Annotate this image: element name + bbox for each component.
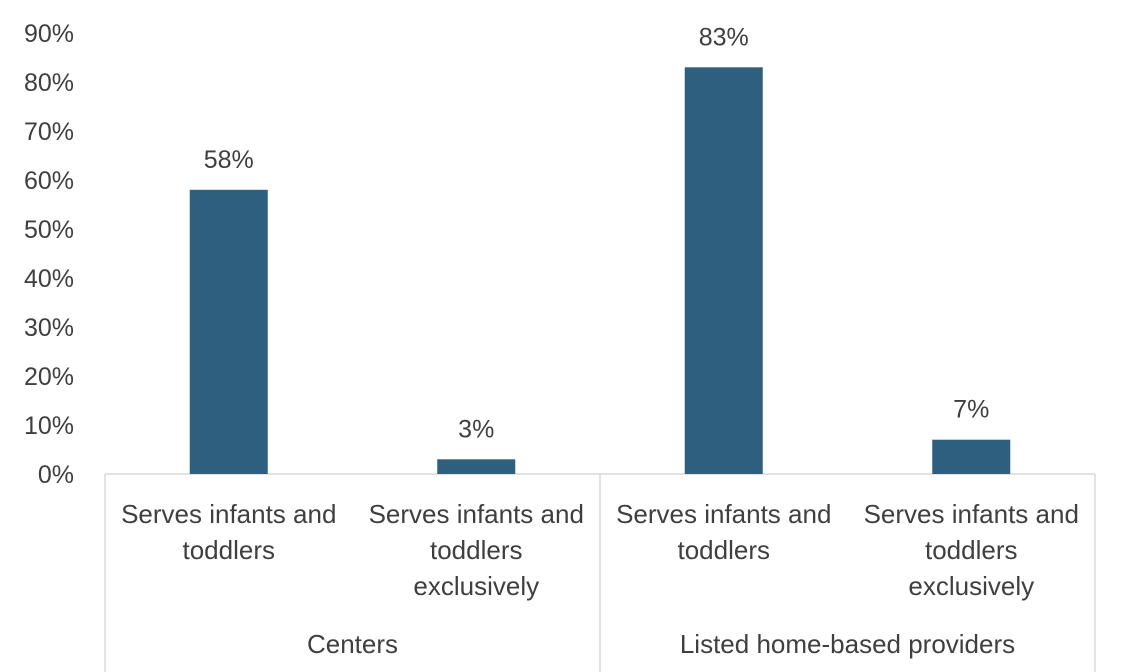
y-tick-label: 90%: [24, 20, 74, 48]
category-label: Serves infants and: [121, 499, 336, 529]
y-axis: 0% 10% 20% 30% 40% 50% 60% 70% 80% 90%: [24, 20, 74, 489]
category-label: Serves infants and: [616, 499, 831, 529]
y-tick-label: 40%: [24, 265, 74, 293]
bar: [684, 67, 763, 475]
group-label: Centers: [307, 629, 398, 659]
category-axis-frame: [104, 473, 1096, 672]
category-label: exclusively: [413, 571, 539, 601]
y-tick-label: 30%: [24, 314, 74, 342]
group-label: Listed home-based providers: [680, 629, 1015, 659]
bar: [437, 459, 516, 474]
y-tick-label: 70%: [24, 118, 74, 146]
data-labels: 58% 3% 83% 7%: [204, 23, 990, 443]
y-tick-label: 20%: [24, 363, 74, 391]
bar: [932, 439, 1011, 474]
data-label: 58%: [204, 146, 254, 174]
category-label: toddlers: [430, 535, 523, 565]
category-label: toddlers: [678, 535, 771, 565]
y-tick-label: 10%: [24, 412, 74, 440]
data-label: 83%: [699, 23, 749, 51]
bars: [189, 67, 1011, 475]
y-tick-label: 50%: [24, 216, 74, 244]
y-tick-label: 60%: [24, 167, 74, 195]
y-tick-label: 0%: [38, 461, 74, 489]
data-label: 7%: [953, 396, 989, 424]
data-label: 3%: [458, 415, 494, 443]
category-label: Serves infants and: [369, 499, 584, 529]
category-label: toddlers: [183, 535, 276, 565]
category-labels: Serves infants and toddlers Serves infants…: [121, 499, 1079, 601]
category-label: toddlers: [925, 535, 1018, 565]
category-label: Serves infants and: [864, 499, 1079, 529]
group-labels: Centers Listed home-based providers: [307, 629, 1015, 659]
y-tick-label: 80%: [24, 69, 74, 97]
category-label: exclusively: [908, 571, 1034, 601]
bar: [189, 189, 268, 475]
